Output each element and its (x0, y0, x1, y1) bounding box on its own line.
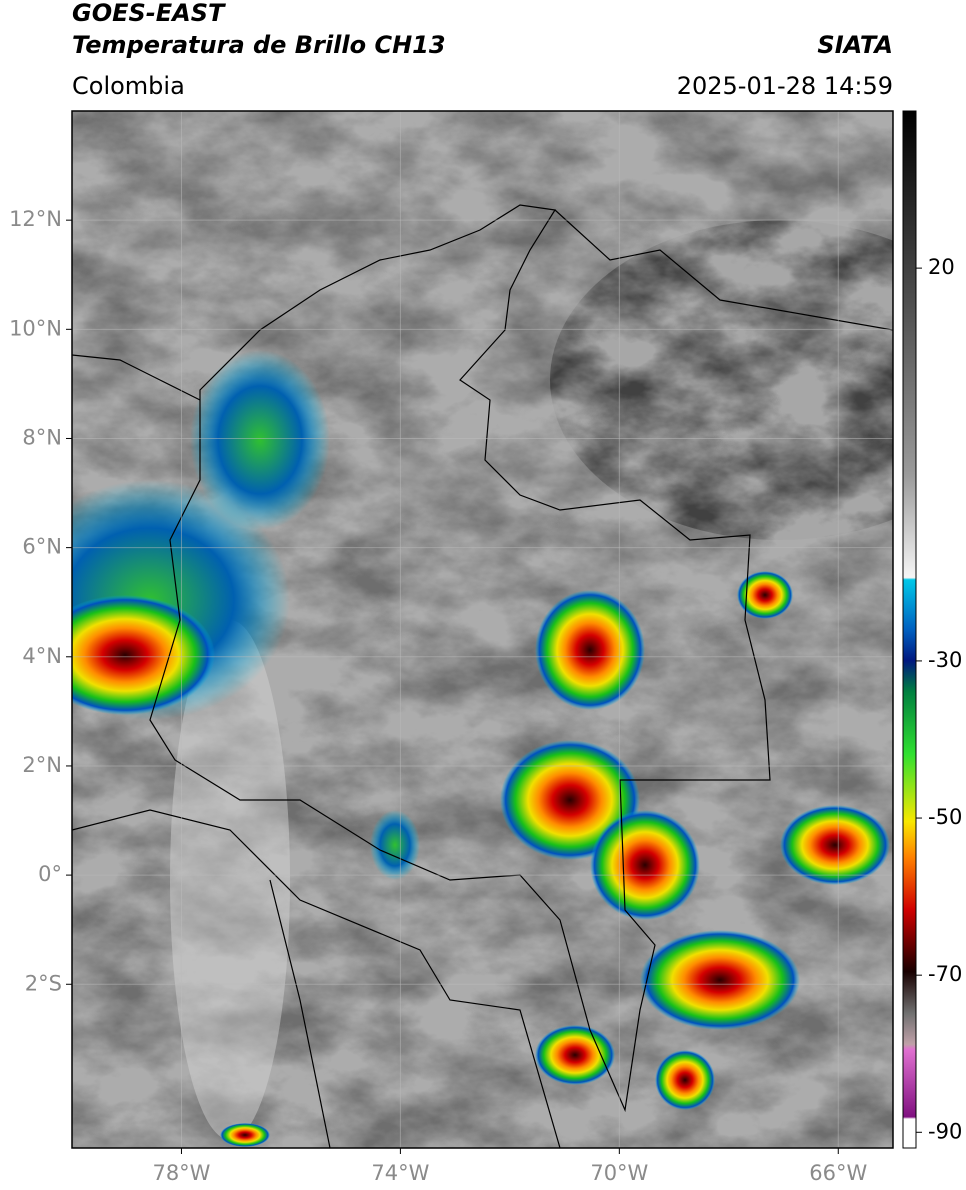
storm-cell (590, 810, 700, 920)
cloud-band (170, 620, 290, 1140)
colorbar-tick-label: -50 (928, 805, 962, 829)
y-tick-label: 8°N (22, 425, 62, 449)
colorbar-tick-label: -30 (928, 648, 962, 672)
y-tick-label: 12°N (9, 207, 62, 231)
storm-cell (220, 1123, 270, 1147)
storm-cell (535, 590, 645, 710)
storm-cell (640, 930, 800, 1030)
andes-border (269, 879, 331, 1148)
source: SIATA (817, 31, 893, 59)
y-tick-label: 10°N (9, 316, 62, 340)
cloud-cluster (370, 810, 420, 880)
x-tick-label: 78°W (152, 1161, 210, 1185)
graticule (72, 111, 893, 1148)
colorbar (902, 110, 917, 1149)
convective-clouds (72, 350, 890, 1147)
ecuador-peru-border (72, 809, 561, 1148)
x-tick-label: 74°W (371, 1161, 429, 1185)
subtitle: Temperatura de Brillo CH13 (72, 31, 446, 59)
y-tick-label: 2°S (25, 971, 62, 995)
storm-cell (655, 1050, 715, 1110)
colombia-border (149, 204, 771, 1113)
colorbar-tick-label: 20 (928, 255, 955, 279)
storm-cell (535, 1025, 615, 1085)
satellite-image (72, 111, 893, 1148)
storm-cell (72, 595, 215, 715)
x-tick-label: 70°W (590, 1161, 648, 1185)
venezuela-coast (554, 209, 893, 331)
storm-cell (737, 571, 793, 619)
y-tick-label: 2°N (22, 753, 62, 777)
panama-coast (72, 354, 201, 401)
y-tick-label: 0° (38, 862, 62, 886)
y-tick-label: 6°N (22, 535, 62, 559)
map-frame (71, 110, 894, 1149)
storm-cell (780, 805, 890, 885)
colorbar-tick-label: -90 (928, 1119, 962, 1143)
y-tick-label: 4°N (22, 644, 62, 668)
title: GOES-EAST (72, 0, 226, 27)
cloud-cluster (190, 350, 330, 530)
borders (72, 204, 893, 1148)
x-tick-label: 66°W (809, 1161, 867, 1185)
colorbar-tick-label: -70 (928, 962, 962, 986)
region: Colombia (72, 72, 185, 100)
datetime: 2025-01-28 14:59 (677, 72, 893, 100)
